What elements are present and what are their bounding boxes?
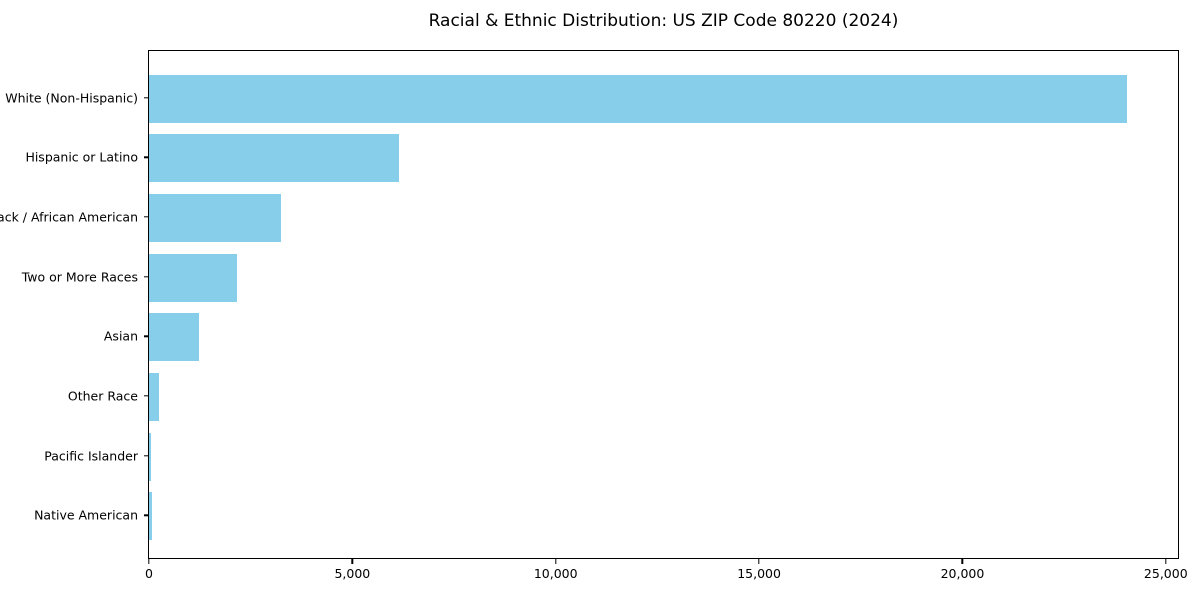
- bar-black-african-american: [149, 193, 281, 242]
- bar-asian: [149, 313, 199, 362]
- y-tick: [144, 395, 149, 397]
- x-tick: [758, 559, 760, 564]
- bar-other-race: [149, 372, 160, 421]
- y-tick-label-pacific-islander: Pacific Islander: [44, 448, 138, 464]
- y-tick: [144, 454, 149, 457]
- y-tick: [144, 275, 149, 278]
- x-tick-label: 15,000: [737, 566, 781, 581]
- y-tick: [144, 514, 149, 516]
- bar-hispanic-or-latino: [149, 134, 400, 183]
- y-tick-label-other-race: Other Race: [67, 388, 138, 404]
- bar-two-or-more-races: [149, 253, 237, 302]
- y-tick-label-hispanic-or-latino: Hispanic or Latino: [25, 149, 138, 165]
- chart-title: Racial & Ethnic Distribution: US ZIP Cod…: [428, 11, 899, 31]
- bar-white-non-hispanic: [149, 74, 1128, 123]
- y-tick-label-two-or-more-races: Two or More Races: [21, 269, 138, 285]
- bar-pacific-islander: [149, 432, 152, 481]
- y-tick-label-black-african-american: Black / African American: [0, 209, 138, 225]
- x-tick-label: 25,000: [1143, 566, 1188, 581]
- x-tick: [351, 559, 354, 564]
- y-tick-label-native-american: Native American: [34, 507, 138, 523]
- bar-native-american: [149, 492, 153, 541]
- x-tick: [961, 559, 964, 564]
- y-tick: [144, 335, 149, 337]
- x-tick-label: 0: [145, 566, 153, 581]
- y-tick: [144, 96, 149, 99]
- y-tick-label-asian: Asian: [103, 328, 138, 344]
- y-tick: [144, 156, 149, 158]
- plot-area: [148, 50, 1179, 559]
- x-tick-label: 10,000: [533, 566, 578, 581]
- y-tick: [144, 216, 149, 218]
- x-tick-label: 5,000: [334, 566, 371, 581]
- x-tick: [1165, 559, 1167, 564]
- x-tick-label: 20,000: [940, 566, 985, 581]
- x-tick: [555, 559, 557, 564]
- y-tick-label-white-non-hispanic: White (Non-Hispanic): [5, 90, 138, 105]
- x-tick: [148, 559, 150, 564]
